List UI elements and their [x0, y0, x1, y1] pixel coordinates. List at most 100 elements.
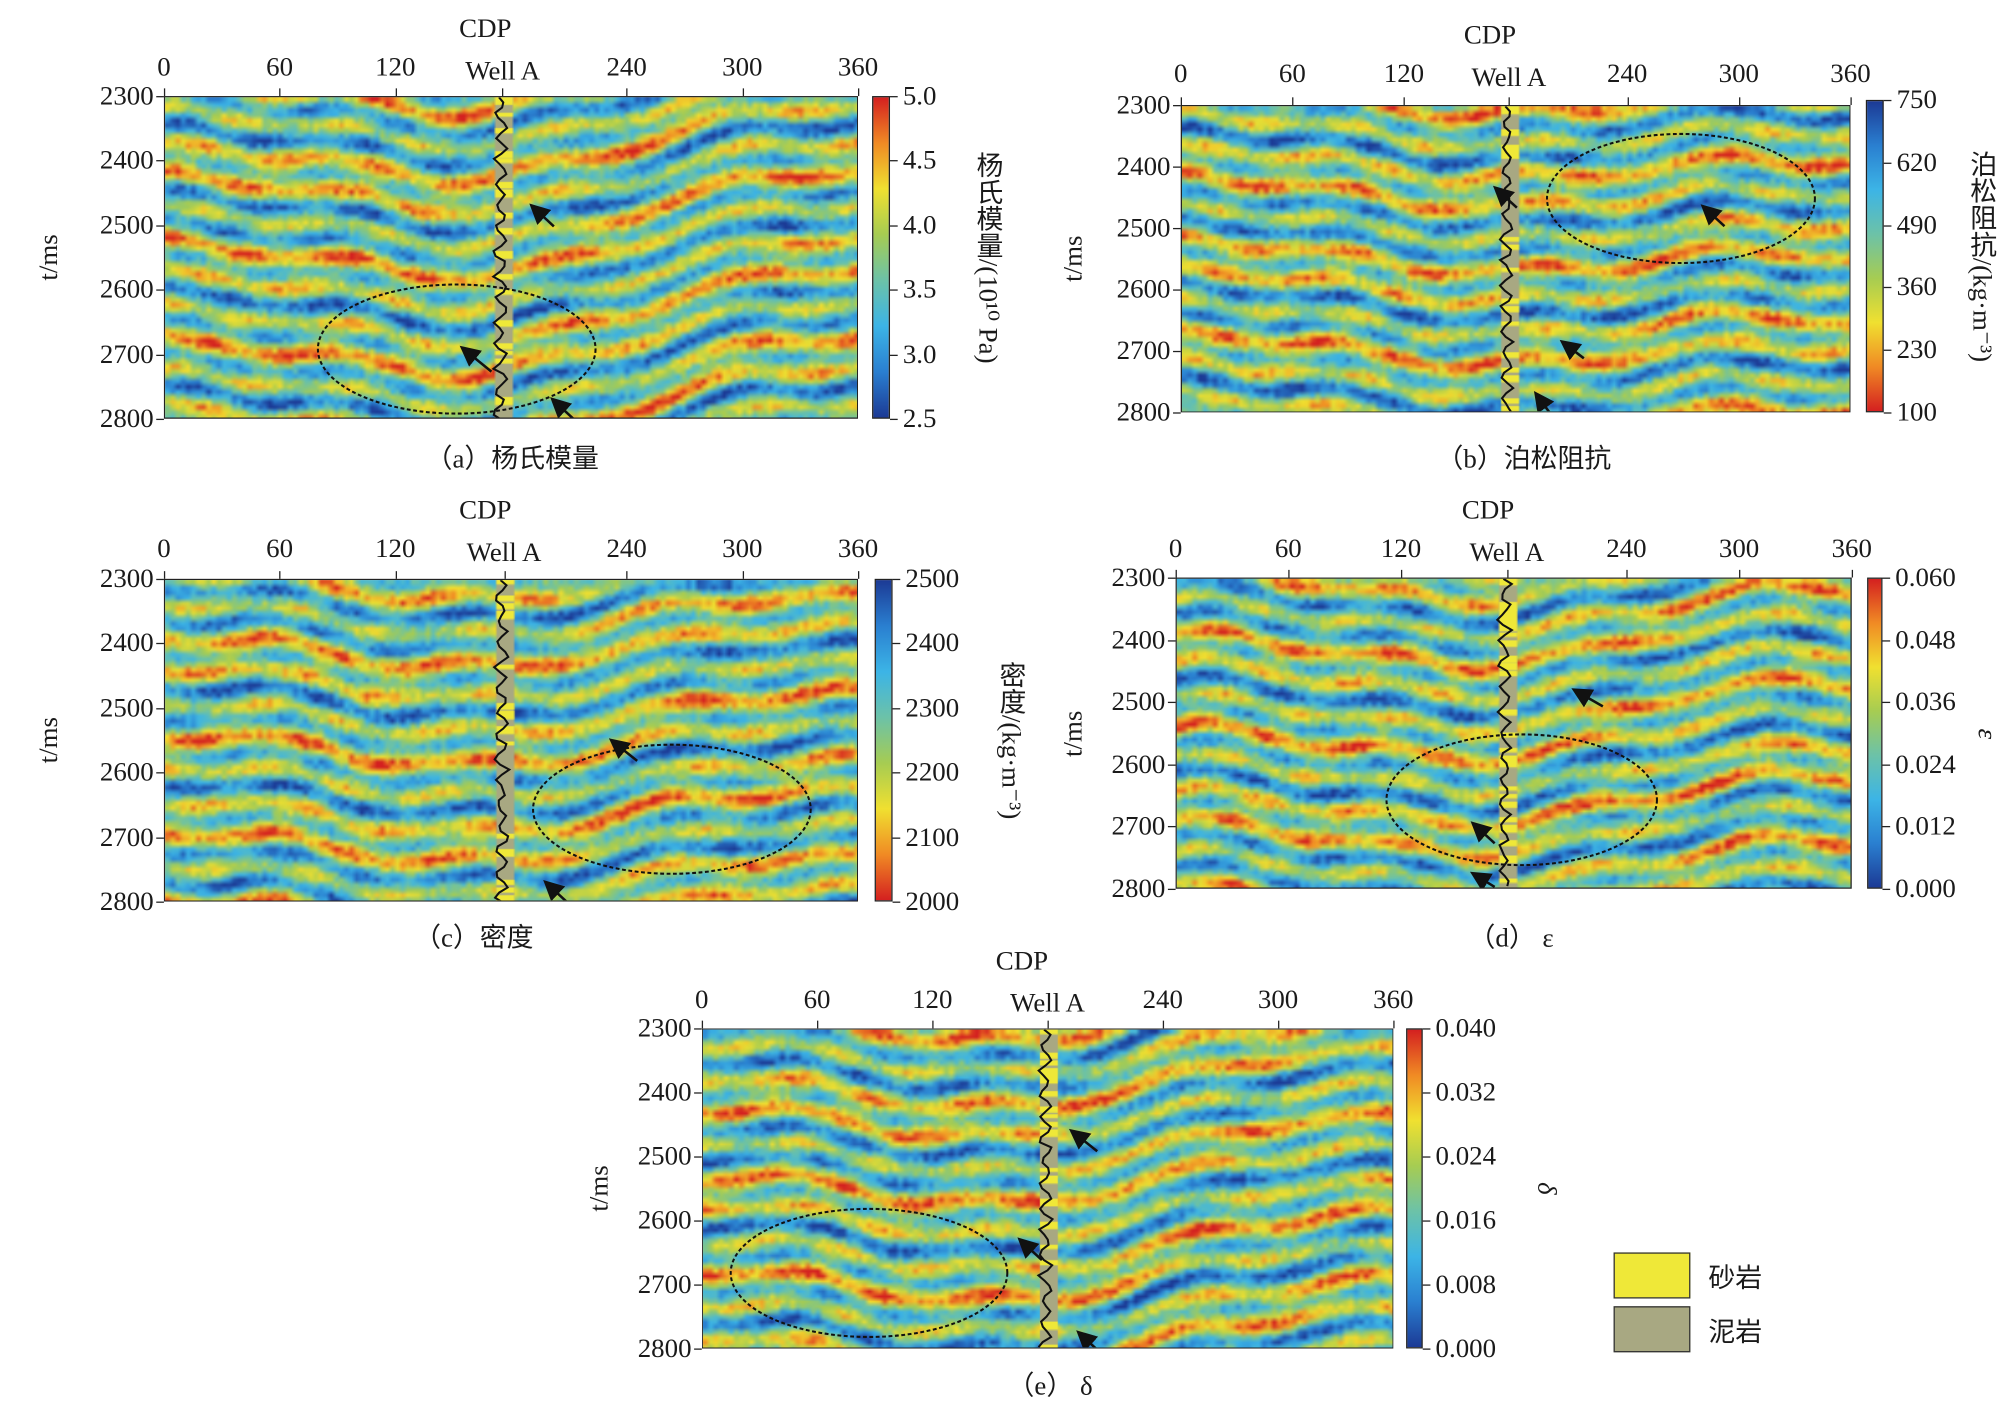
y-tick-label: 2600 [1116, 273, 1171, 305]
colorbar-tick-mark [1883, 224, 1892, 227]
x-tick-label: 240 [1142, 983, 1183, 1015]
x-tick-label: 360 [1830, 57, 1871, 89]
legend-swatch-sandstone [1613, 1252, 1691, 1299]
y-axis-title: t/ms [1057, 709, 1088, 757]
y-tick-label: 2400 [1111, 623, 1166, 655]
x-tick-label: 60 [1278, 57, 1306, 89]
y-tick-label: 2600 [99, 756, 154, 788]
colorbar-tick-label: 4.5 [902, 144, 937, 176]
y-tick-mark [156, 418, 164, 421]
colorbar-tick-mark [1883, 287, 1892, 289]
colorbar-tick-mark [1883, 99, 1892, 102]
x-tick-mark [932, 1020, 934, 1029]
y-tick-label: 2600 [1111, 748, 1166, 779]
x-tick-label: 0 [1173, 57, 1188, 89]
x-tick-label: 360 [837, 51, 879, 82]
colorbar-tick-mark [890, 160, 898, 162]
x-tick-label: 300 [722, 532, 763, 564]
well-tick-mark [1508, 97, 1511, 106]
colorbar-tick-mark [1422, 1092, 1431, 1094]
arrow-annotation [1076, 1330, 1099, 1348]
arrow-annotation [550, 397, 574, 418]
colorbar-tick-label: 100 [1896, 396, 1937, 428]
arrow-annotation [608, 738, 638, 762]
x-tick-label: 240 [1607, 57, 1648, 89]
y-tick-mark [694, 1284, 702, 1286]
colorbar-title: ε [1972, 727, 2004, 739]
y-tick-mark [156, 707, 164, 710]
well-log-curve [492, 580, 512, 901]
y-tick-label: 2800 [637, 1332, 692, 1364]
y-tick-label: 2700 [99, 338, 154, 369]
colorbar-tick-mark [890, 289, 898, 291]
x-tick-label: 60 [266, 532, 294, 564]
heatmap-plot-b [1180, 105, 1851, 413]
colorbar-tick-mark [1422, 1028, 1431, 1030]
highlight-ellipse [1545, 132, 1816, 265]
x-tick-label: 0 [695, 983, 709, 1015]
y-tick-mark [694, 1028, 702, 1030]
colorbar-tick-label: 750 [1896, 83, 1937, 115]
plot-overlay [1385, 578, 1658, 888]
x-tick-label: 120 [1380, 532, 1422, 564]
y-tick-mark [156, 289, 164, 291]
y-tick-label: 2700 [99, 820, 154, 852]
y-tick-mark [1167, 702, 1176, 704]
colorbar-title: 密度/(kg·m⁻³) [996, 661, 1028, 820]
y-tick-label: 2300 [99, 80, 154, 111]
y-tick-mark [1173, 105, 1181, 107]
arrow-annotation [1017, 1237, 1043, 1262]
colorbar-tick-label: 2300 [905, 691, 960, 723]
colorbar-tick-mark [1422, 1220, 1431, 1222]
x-tick-mark [858, 88, 860, 97]
colorbar-tick-label: 0.008 [1435, 1268, 1497, 1300]
y-tick-mark [156, 225, 164, 227]
well-log-curve [1036, 1029, 1055, 1348]
y-tick-label: 2300 [637, 1012, 692, 1044]
colorbar-tick-label: 0.000 [1435, 1332, 1497, 1364]
y-tick-label: 2600 [637, 1204, 692, 1236]
colorbar-tick-label: 3.0 [902, 338, 937, 369]
well-log-curve [1495, 578, 1514, 887]
colorbar-tick-label: 4.0 [902, 209, 937, 240]
colorbar-tick-mark [1422, 1284, 1431, 1286]
colorbar-tick-mark [890, 354, 898, 356]
x-tick-mark [279, 88, 281, 97]
y-tick-mark [156, 643, 164, 645]
x-tick-mark [1278, 1020, 1280, 1029]
colorbar-tick-label: 360 [1896, 271, 1937, 303]
y-tick-mark [156, 901, 164, 903]
x-tick-mark [817, 1020, 819, 1029]
colorbar-tick-mark [892, 772, 901, 774]
x-tick-mark [742, 571, 744, 579]
colorbar [1406, 1028, 1423, 1349]
x-tick-label: 120 [1383, 57, 1425, 89]
x-tick-mark [1162, 1020, 1165, 1029]
y-tick-label: 2500 [99, 209, 154, 240]
y-tick-label: 2500 [637, 1140, 692, 1172]
colorbar-tick-label: 2200 [905, 756, 960, 788]
y-tick-label: 2700 [1111, 810, 1166, 842]
colorbar-tick-mark [1883, 162, 1892, 164]
x-tick-mark [626, 571, 628, 579]
y-tick-label: 2600 [99, 273, 154, 305]
colorbar-tick-mark [1882, 702, 1891, 704]
y-tick-mark [156, 836, 164, 839]
colorbar-tick-label: 3.5 [902, 273, 937, 305]
x-axis-title: CDP [1461, 494, 1515, 526]
well-label: Well A [466, 536, 542, 568]
panel-caption: （d） ε [1468, 922, 1554, 953]
x-tick-mark [1292, 97, 1294, 106]
colorbar-tick-label: 0.000 [1895, 872, 1956, 904]
plot-overlay [492, 580, 812, 901]
colorbar-tick-label: 0.040 [1435, 1012, 1497, 1044]
x-tick-mark [1175, 569, 1177, 578]
colorbar-tick-mark [1883, 349, 1892, 352]
legend-swatch-mudstone [1613, 1306, 1691, 1353]
colorbar-tick-mark [1882, 888, 1891, 891]
colorbar-tick-mark [1422, 1348, 1431, 1350]
colorbar-tick-mark [1882, 826, 1891, 828]
highlight-ellipse [1385, 733, 1658, 867]
well-label: Well A [1471, 61, 1547, 93]
